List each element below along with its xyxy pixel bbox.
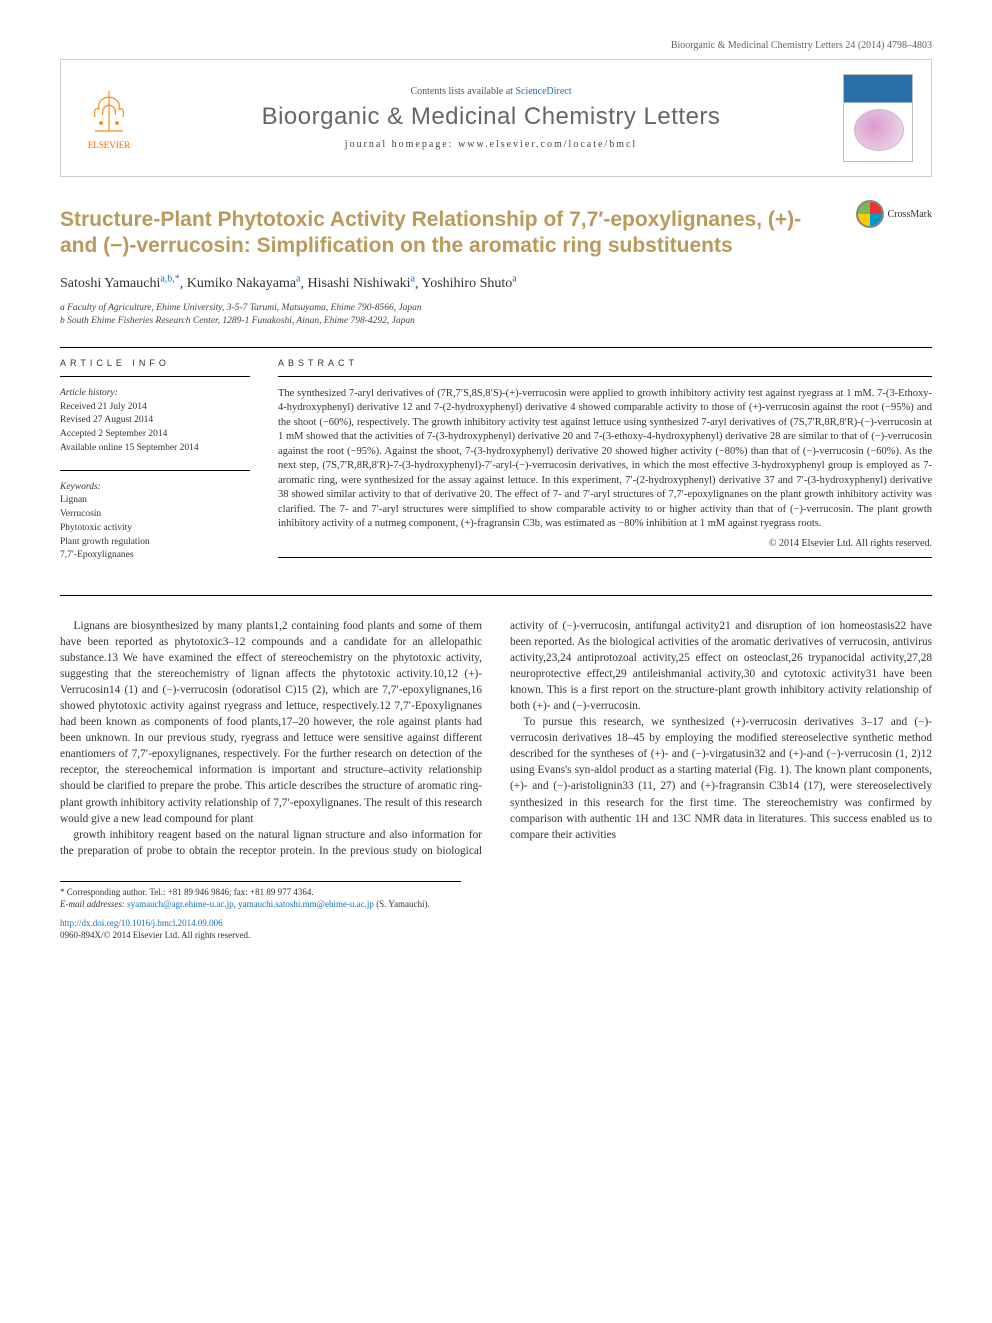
history-label: Article history: — [60, 387, 250, 401]
keyword: Plant growth regulation — [60, 536, 250, 550]
abstract-heading: ABSTRACT — [278, 358, 932, 368]
abstract-block: ABSTRACT The synthesized 7-aryl derivati… — [278, 358, 932, 577]
keyword: Lignan — [60, 494, 250, 508]
body-text: Lignans are biosynthesized by many plant… — [60, 618, 932, 858]
divider — [60, 347, 932, 348]
sciencedirect-link[interactable]: ScienceDirect — [515, 86, 571, 97]
publisher-name: ELSEVIER — [79, 140, 139, 150]
article-info: ARTICLE INFO Article history: Received 2… — [60, 358, 250, 577]
journal-cover-thumb[interactable] — [843, 74, 913, 162]
journal-header: ELSEVIER Contents lists available at Sci… — [60, 59, 932, 177]
article-info-heading: ARTICLE INFO — [60, 358, 250, 368]
page-citation: Bioorganic & Medicinal Chemistry Letters… — [60, 40, 932, 51]
divider — [60, 595, 932, 596]
journal-homepage[interactable]: journal homepage: www.elsevier.com/locat… — [139, 139, 843, 150]
author-list: Satoshi Yamauchia,b,*, Kumiko Nakayamaa,… — [60, 274, 932, 293]
article-title: Structure-Plant Phytotoxic Activity Rela… — [60, 207, 810, 260]
abstract-text: The synthesized 7-aryl derivatives of (7… — [278, 387, 932, 532]
keyword: Phytotoxic activity — [60, 522, 250, 536]
elsevier-tree-icon — [87, 87, 131, 135]
affiliations: a Faculty of Agriculture, Ehime Universi… — [60, 302, 932, 329]
header-center: Contents lists available at ScienceDirec… — [139, 86, 843, 150]
author[interactable]: Satoshi Yamauchia,b,* — [60, 276, 180, 291]
abstract-copyright: © 2014 Elsevier Ltd. All rights reserved… — [278, 538, 932, 549]
divider — [278, 376, 932, 377]
doi-link[interactable]: http://dx.doi.org/10.1016/j.bmcl.2014.09… — [60, 918, 223, 928]
divider — [60, 376, 250, 377]
author[interactable]: Yoshihiro Shutoa — [422, 276, 517, 291]
keyword: 7,7′-Epoxylignanes — [60, 549, 250, 563]
email-link[interactable]: yamauchi.satoshi.mm@ehime-u.ac.jp — [238, 899, 374, 909]
body-paragraph: To pursue this research, we synthesized … — [510, 714, 932, 842]
email-line: E-mail addresses: syamauch@agr.ehime-u.a… — [60, 898, 461, 911]
issn-line: 0960-894X/© 2014 Elsevier Ltd. All right… — [60, 929, 461, 942]
email-person: (S. Yamauchi). — [376, 899, 430, 909]
contents-prefix: Contents lists available at — [410, 86, 515, 97]
history-item: Received 21 July 2014 — [60, 401, 250, 415]
journal-name: Bioorganic & Medicinal Chemistry Letters — [139, 103, 843, 131]
meta-row: ARTICLE INFO Article history: Received 2… — [60, 358, 932, 577]
crossmark-label: CrossMark — [888, 209, 932, 220]
footer: * Corresponding author. Tel.: +81 89 946… — [60, 881, 461, 942]
affiliation: a Faculty of Agriculture, Ehime Universi… — [60, 302, 932, 315]
divider — [60, 470, 250, 471]
article-history: Article history: Received 21 July 2014 R… — [60, 387, 250, 456]
author[interactable]: Hisashi Nishiwakia — [308, 276, 416, 291]
affiliation: b South Ehime Fisheries Research Center,… — [60, 315, 932, 328]
crossmark-badge[interactable]: CrossMark — [856, 200, 932, 228]
keywords-label: Keywords: — [60, 481, 250, 495]
author[interactable]: Kumiko Nakayamaa — [187, 276, 301, 291]
publisher-logo[interactable]: ELSEVIER — [79, 87, 139, 150]
email-label: E-mail addresses: — [60, 899, 125, 909]
history-item: Accepted 2 September 2014 — [60, 428, 250, 442]
body-paragraph: Lignans are biosynthesized by many plant… — [60, 618, 482, 826]
email-link[interactable]: syamauch@agr.ehime-u.ac.jp — [127, 899, 234, 909]
history-item: Available online 15 September 2014 — [60, 442, 250, 456]
divider — [278, 557, 932, 558]
history-item: Revised 27 August 2014 — [60, 414, 250, 428]
keyword: Verrucosin — [60, 508, 250, 522]
corresponding-author: * Corresponding author. Tel.: +81 89 946… — [60, 886, 461, 899]
contents-available: Contents lists available at ScienceDirec… — [139, 86, 843, 97]
crossmark-icon — [856, 200, 884, 228]
keywords-block: Keywords: Lignan Verrucosin Phytotoxic a… — [60, 481, 250, 564]
